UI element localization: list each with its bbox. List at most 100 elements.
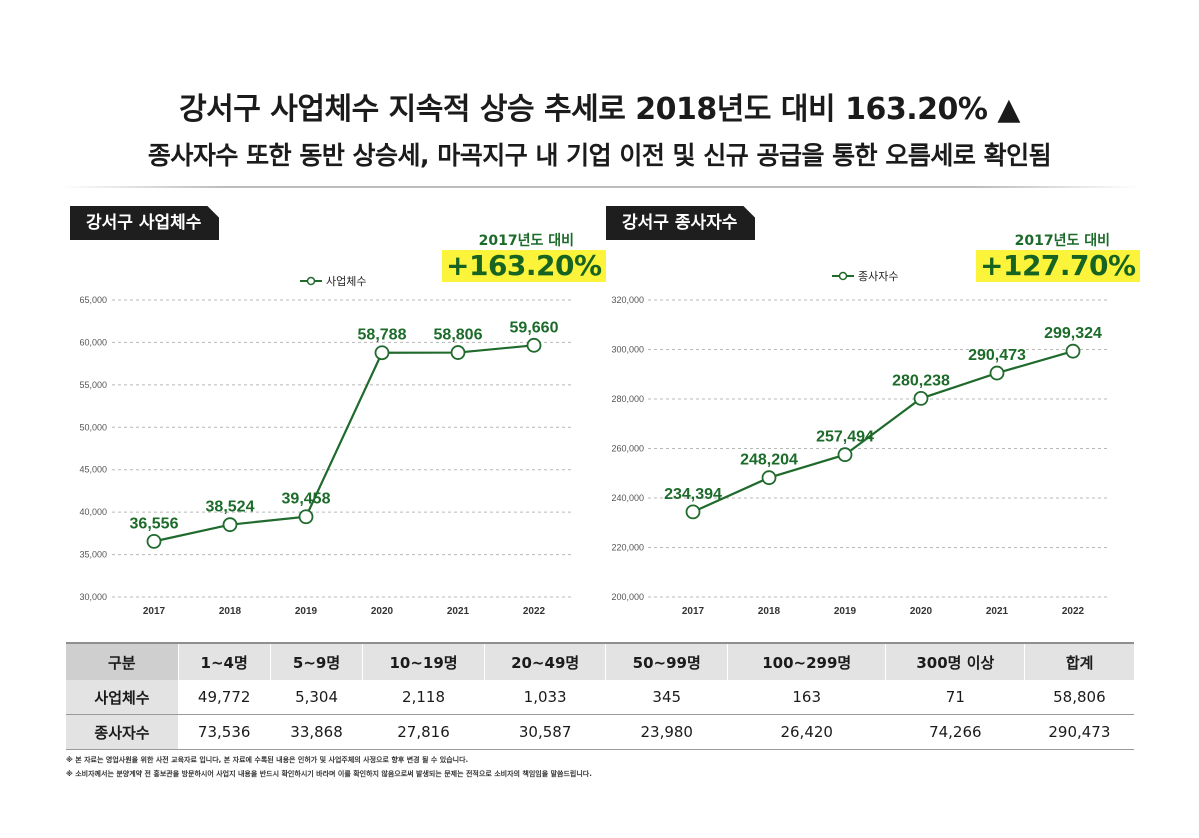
business-legend-label: 사업체수 <box>326 275 366 288</box>
table-cell: 33,868 <box>270 714 363 750</box>
business-data-point <box>146 533 162 549</box>
business-y-tick-label: 40,000 <box>79 507 107 517</box>
table-header-cell: 1~4명 <box>177 642 271 680</box>
employee-data-point <box>685 504 701 520</box>
business-data-label: 58,788 <box>358 327 407 344</box>
table-header-cell: 10~19명 <box>362 642 485 680</box>
table-row: 사업체수 49,772 5,304 2,118 1,033 345 163 71… <box>66 680 1134 715</box>
employee-y-tick-label: 320,000 <box>611 295 644 305</box>
employee-data-point <box>989 365 1005 381</box>
employee-legend-marker <box>838 271 848 281</box>
business-y-tick-label: 65,000 <box>79 295 107 305</box>
employee-legend-label: 종사자수 <box>858 270 898 283</box>
business-count-tag: 강서구 사업체수 <box>70 206 219 240</box>
table-cell: 163 <box>727 680 886 715</box>
business-y-tick-label: 45,000 <box>79 465 107 475</box>
table-header-cell: 합계 <box>1024 642 1134 680</box>
employee-data-label: 299,324 <box>1044 325 1102 342</box>
employee-y-tick-label: 280,000 <box>611 394 644 404</box>
business-data-label: 39,458 <box>282 491 331 508</box>
business-y-tick-label: 30,000 <box>79 592 107 602</box>
table-header-row: 구분 1~4명 5~9명 10~19명 20~49명 50~99명 100~29… <box>66 642 1134 680</box>
business-x-tick-label: 2018 <box>219 606 242 617</box>
employee-x-tick-label: 2020 <box>910 606 933 617</box>
employee-y-tick-label: 260,000 <box>611 444 644 454</box>
table-cell: 1,033 <box>484 680 606 715</box>
table-cell: 5,304 <box>270 680 363 715</box>
employee-data-label: 290,473 <box>968 347 1026 364</box>
employee-y-tick-label: 240,000 <box>611 493 644 503</box>
employee-data-point <box>1065 343 1081 359</box>
business-y-tick-label: 55,000 <box>79 380 107 390</box>
size-breakdown-table: 구분 1~4명 5~9명 10~19명 20~49명 50~99명 100~29… <box>66 642 1134 750</box>
business-data-point <box>450 345 466 360</box>
employee-data-label: 234,394 <box>664 486 722 503</box>
disclaimer-note: ※ 소비자께서는 분양계약 전 홍보관을 방문하시어 사업지 내용을 반드시 확… <box>66 770 592 778</box>
business-x-tick-label: 2022 <box>523 606 546 617</box>
table-cell: 74,266 <box>885 714 1025 750</box>
business-legend-marker <box>306 276 316 286</box>
business-compare-label: 2017년도 대비 <box>478 233 574 249</box>
employee-y-tick-label: 300,000 <box>611 345 644 355</box>
line-charts: 30,000 35,000 40,000 45,000 50,000 55,000 60,0… <box>79 270 1110 617</box>
employee-x-tick-label: 2022 <box>1062 606 1085 617</box>
business-x-tick-label: 2017 <box>143 606 166 617</box>
table-header-cell: 20~49명 <box>483 642 606 680</box>
table-cell: 30,587 <box>484 714 606 750</box>
table-row-label: 종사자수 <box>66 714 178 750</box>
business-data-point <box>222 517 238 533</box>
employee-data-point <box>913 391 929 406</box>
business-data-point <box>298 509 314 525</box>
business-y-tick-label: 60,000 <box>79 337 107 347</box>
table-header-cell: 100~299명 <box>727 642 886 680</box>
table-row-label: 사업체수 <box>66 680 178 715</box>
employee-x-tick-label: 2021 <box>986 606 1009 617</box>
employee-data-point <box>761 470 777 486</box>
table-cell: 23,980 <box>605 714 728 750</box>
employee-data-label: 280,238 <box>892 372 950 389</box>
table-cell: 290,473 <box>1024 714 1134 750</box>
table-cell: 2,118 <box>362 680 485 715</box>
table-header-cell: 5~9명 <box>269 642 363 680</box>
table-cell: 49,772 <box>178 680 271 715</box>
employee-x-tick-label: 2018 <box>758 606 781 617</box>
table-cell: 71 <box>885 680 1025 715</box>
table-header-cell: 50~99명 <box>605 642 728 680</box>
business-data-label: 58,806 <box>434 327 483 344</box>
page-subtitle: 종사자수 또한 동반 상승세, 마곡지구 내 기업 이전 및 신규 공급을 통한… <box>147 141 1052 170</box>
employee-x-tick-label: 2017 <box>682 606 705 617</box>
page-title: 강서구 사업체수 지속적 상승 추세로 2018년도 대비 163.20% ▲ <box>179 92 1020 127</box>
employee-series-line <box>692 350 1074 513</box>
business-growth-badge: +163.20% <box>442 250 606 282</box>
business-data-point <box>526 337 542 353</box>
table-cell: 73,536 <box>178 714 271 750</box>
table-header-cell: 구분 <box>66 642 178 680</box>
table-header-cell: 300명 이상 <box>885 642 1025 680</box>
disclaimer-note: ※ 본 자료는 영업사원을 위한 사전 교육자료 입니다, 본 자료에 수록된 … <box>66 756 469 764</box>
employee-y-tick-label: 220,000 <box>611 543 644 553</box>
employee-compare-label: 2017년도 대비 <box>1014 233 1110 249</box>
table-cell: 345 <box>605 680 728 715</box>
table-row: 종사자수 73,536 33,868 27,816 30,587 23,980 … <box>66 714 1134 750</box>
table-cell: 26,420 <box>727 714 886 750</box>
business-x-tick-label: 2020 <box>371 606 394 617</box>
business-data-label: 36,556 <box>130 515 179 532</box>
business-y-tick-label: 35,000 <box>79 550 107 560</box>
employee-y-tick-label: 200,000 <box>611 592 644 602</box>
employee-data-point <box>837 447 853 463</box>
business-series-line <box>153 344 535 543</box>
business-data-point <box>374 345 390 361</box>
employee-count-tag: 강서구 종사자수 <box>606 206 755 240</box>
business-data-label: 38,524 <box>206 499 255 516</box>
employee-growth-badge: +127.70% <box>976 250 1140 282</box>
business-x-tick-label: 2019 <box>295 606 318 617</box>
table-cell: 27,816 <box>362 714 485 750</box>
business-data-label: 59,660 <box>510 319 559 336</box>
divider <box>60 186 1139 188</box>
table-cell: 58,806 <box>1024 680 1134 715</box>
business-y-tick-label: 50,000 <box>79 422 107 432</box>
employee-x-tick-label: 2019 <box>834 606 857 617</box>
employee-data-label: 248,204 <box>740 452 798 469</box>
business-x-tick-label: 2021 <box>447 606 470 617</box>
employee-data-label: 257,494 <box>816 429 874 446</box>
